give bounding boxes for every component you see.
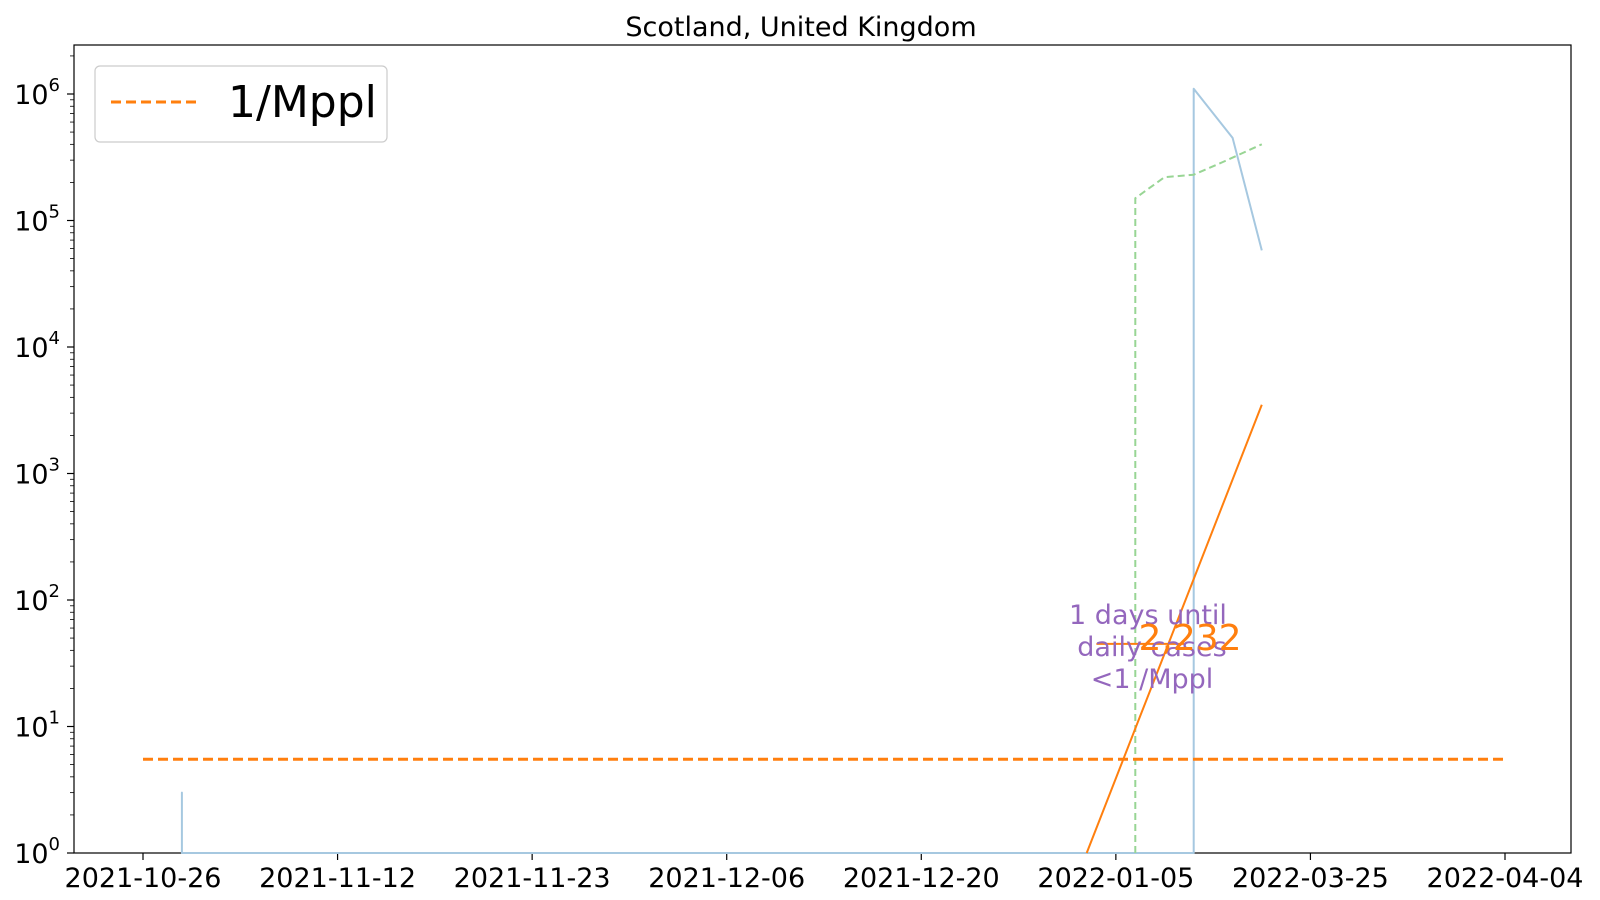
annotation-line-3: <1 /Mppl (1091, 664, 1214, 695)
x-tick-label: 2021-11-23 (454, 863, 611, 894)
annotation-value: 2,232 (1138, 618, 1241, 659)
series-line-1 (1134, 143, 1263, 853)
y-tick-label: 104 (14, 328, 60, 364)
x-tick-label: 2021-10-26 (65, 863, 222, 894)
legend-box (94, 65, 388, 143)
y-tick-label: 103 (14, 455, 60, 491)
y-tick-label: 102 (14, 581, 60, 617)
series-line-2 (1085, 404, 1263, 854)
x-tick-label: 2022-04-04 (1427, 863, 1584, 894)
legend: 1/Mppl (94, 65, 388, 143)
plot-area (73, 44, 1572, 854)
y-tick-label: 100 (14, 834, 60, 870)
x-tick-label: 2021-12-20 (843, 863, 1000, 894)
x-tick-label: 2022-03-25 (1232, 863, 1389, 894)
annotation-line-1: 1 days until (1069, 600, 1227, 631)
legend-label: 1/Mppl (228, 77, 377, 128)
x-tick-label: 2022-01-05 (1037, 863, 1194, 894)
y-tick-label: 105 (14, 202, 60, 238)
annotations: 1 days until daily cases <1 /Mppl 2,232 (1069, 600, 1241, 695)
x-tick-label: 2021-12-06 (648, 863, 805, 894)
y-tick-label: 101 (14, 708, 60, 744)
series-line-0 (180, 87, 1263, 854)
y-axis: 100 101 102 103 104 105 106 (14, 55, 74, 870)
x-axis: 2021-10-26 2021-11-12 2021-11-23 2021-12-06… (65, 853, 1584, 894)
series-layer (143, 87, 1505, 854)
chart-title: Scotland, United Kingdom (625, 12, 976, 43)
annotation-line-2: daily cases (1077, 632, 1226, 663)
y-tick-label: 106 (14, 75, 60, 111)
x-tick-label: 2021-11-12 (259, 863, 416, 894)
